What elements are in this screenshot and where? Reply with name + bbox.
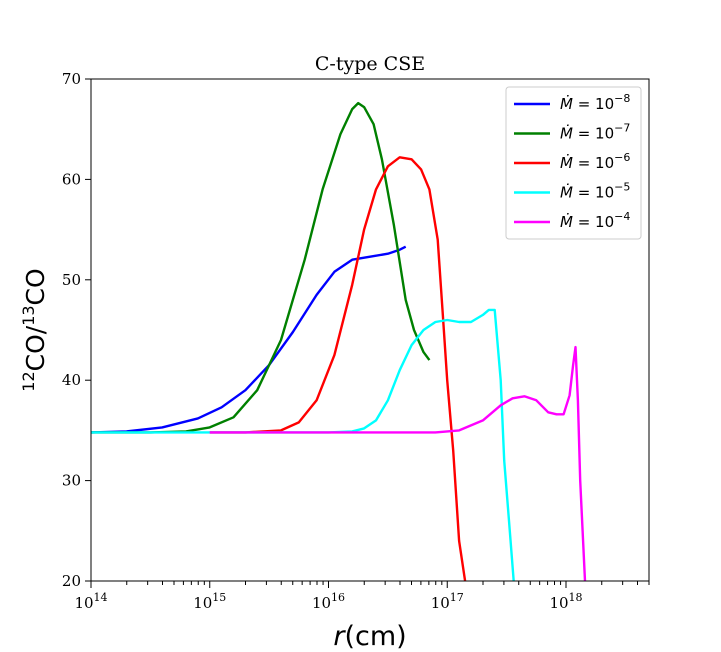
- y-axis-label: 12CO/13CO: [19, 268, 50, 391]
- x-tick-label: 1017: [431, 591, 464, 612]
- legend-label-2: Ṁ = 10−7: [560, 122, 630, 143]
- y-tick-label: 50: [62, 271, 81, 289]
- y-tick-label: 20: [62, 572, 81, 590]
- x-axis-label: r(cm): [333, 621, 406, 652]
- series-line-3: [209, 156, 467, 581]
- legend-box: [505, 86, 642, 240]
- series-line-4: [91, 308, 515, 581]
- x-tick-label: 1016: [312, 591, 345, 612]
- legend-label-1: Ṁ = 10−8: [560, 92, 630, 113]
- series-line-2: [91, 101, 431, 434]
- x-tick-label: 1015: [193, 591, 226, 612]
- y-tick-label: 60: [62, 170, 81, 188]
- y-tick-label: 40: [62, 371, 81, 389]
- series-line-1: [91, 245, 407, 434]
- x-tick-label: 1014: [74, 591, 107, 612]
- x-tick-label: 1018: [549, 591, 582, 612]
- y-tick-label: 70: [62, 70, 81, 88]
- legend-label-4: Ṁ = 10−5: [560, 181, 630, 202]
- legend-label-3: Ṁ = 10−6: [560, 151, 630, 172]
- legend-label-5: Ṁ = 10−4: [560, 210, 630, 231]
- plot-frame: [90, 78, 650, 582]
- y-tick-label: 30: [62, 472, 81, 490]
- chart-title: C-type CSE: [315, 53, 425, 75]
- series-line-5: [209, 345, 587, 581]
